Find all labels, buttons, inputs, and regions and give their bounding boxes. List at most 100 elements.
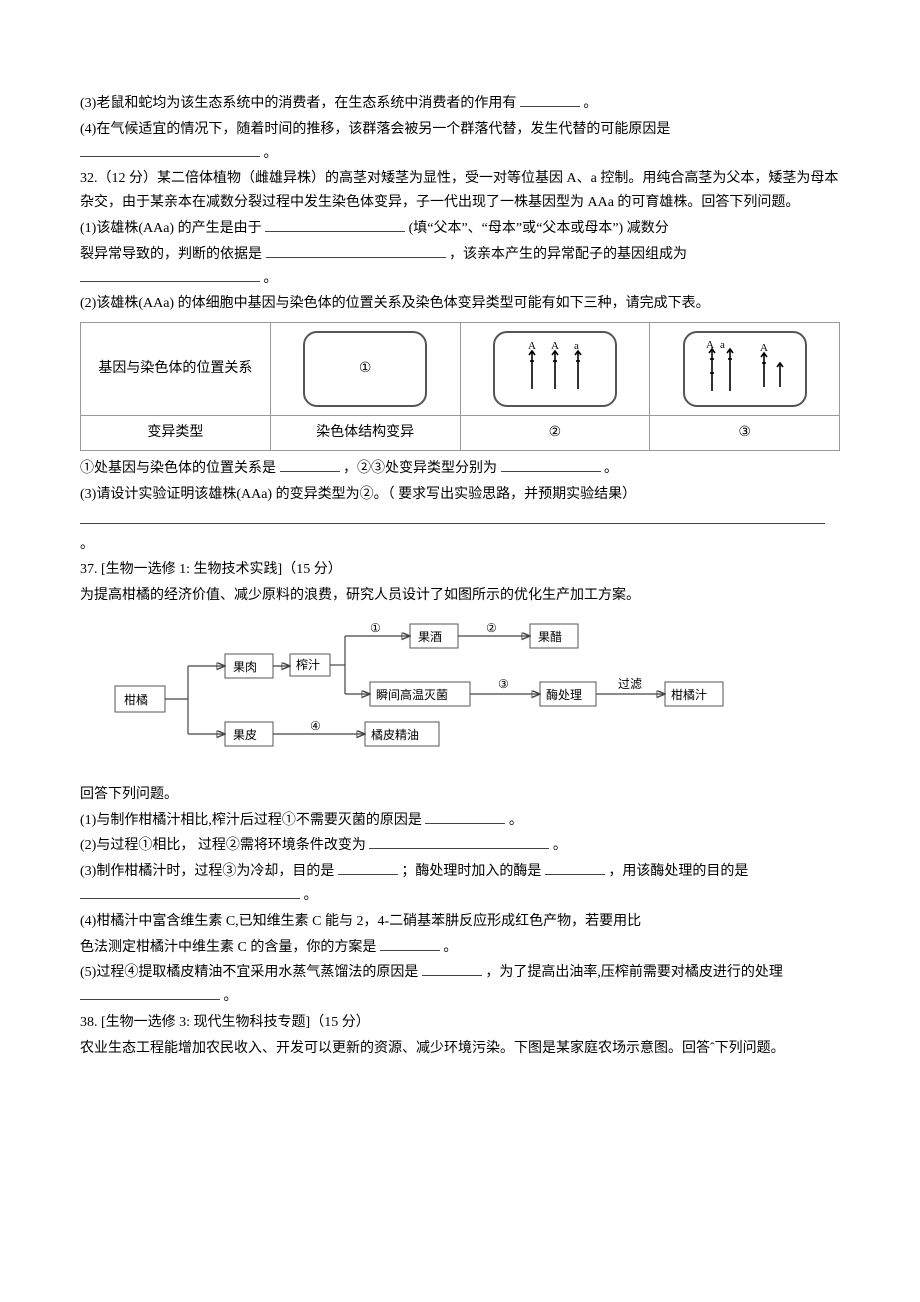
q37-1-blank [425,809,505,824]
q32-at-blank2 [501,457,601,472]
box-ganju: 柑橘 [124,692,148,707]
q31-3-end: 。 [583,96,597,111]
row-head-bot: 变异类型 [81,416,270,450]
cell3-bot: ③ [650,416,839,450]
cell2-box: A A a [493,331,617,407]
q37-2-blank [369,834,549,849]
q37-1: (1)与制作柑橘汁相比,榨汁后过程①不需要灭菌的原因是 。 [80,809,840,833]
q37-4a: (4)柑橘汁中富含维生素 C,已知维生素 C 能与 2，4-二硝基苯肼反应形成红… [80,910,840,934]
c3-gene-a: a [720,339,725,351]
q37-2-end: 。 [553,838,567,853]
q32-1-e: 。 [264,271,278,286]
c3-gene-A1: A [706,339,714,351]
table-col-head: 基因与染色体的位置关系 变异类型 [81,323,271,450]
box-miejun: 瞬间高温灭菌 [376,687,448,702]
q31-4-blank [80,142,260,157]
q32-1-a: (1)该雄株(AAa) 的产生是由于 [80,221,262,236]
q31-4-text: (4)在气候适宜的情况下，随着时间的推移，该群落会被另一个群落代替，发生代替的可… [80,122,670,137]
cell3-box: A a A [683,331,807,407]
box-juzhi: 柑橘汁 [671,687,707,702]
q32-1-b: (填“父本”、“母本”或“父本或母本”) 减数分 [409,221,669,236]
q32-1: (1)该雄株(AAa) 的产生是由于 (填“父本”、“母本”或“父本或母本”) … [80,217,840,241]
q37-2: (2)与过程①相比， 过程②需将环境条件改变为 。 [80,834,840,858]
q37-3-blank2 [545,860,605,875]
q32-intro: 32.（12 分）某二倍体植物（雌雄异株）的高茎对矮茎为显性，受一对等位基因 A… [80,167,840,215]
q37-5-b: ，为了提高出油率,压榨前需要对橘皮进行的处理 [485,965,783,980]
q37-5: (5)过程④提取橘皮精油不宜采用水蒸气蒸馏法的原因是 ，为了提高出油率,压榨前需… [80,961,840,1009]
q37-3-blank1 [338,860,398,875]
q37-5-a: (5)过程④提取橘皮精油不宜采用水蒸气蒸馏法的原因是 [80,965,418,980]
q31-4: (4)在气候适宜的情况下，随着时间的推移，该群落会被另一个群落代替，发生代替的可… [80,118,840,166]
flow-label-1: ① [370,621,381,635]
cell2-bot: ② [461,416,650,450]
q37-intro: 为提高柑橘的经济价值、减少原料的浪费，研究人员设计了如图所示的优化生产加工方案。 [80,584,840,608]
box-zhazhi: 榨汁 [296,657,320,672]
cell2-top: A A a [461,323,650,416]
q37-3-b: ；酶处理时加入的酶是 [401,864,541,879]
q32-at-c: 。 [604,461,618,476]
box-guopi: 果皮 [233,728,257,742]
q32-1-cont: 裂异常导致的，判断的依据是 ，该亲本产生的异常配子的基因组成为 。 [80,243,840,291]
q37-4-blank [380,936,440,951]
q37-head: 37. [生物一选修 1: 生物技术实践]（15 分） [80,558,840,582]
q37-3-blank3 [80,884,300,899]
gene-A1: A [528,340,536,352]
q32-at-blank1 [280,457,340,472]
q32-1-c: 裂异常导致的，判断的依据是 [80,247,262,262]
c3-gene-A2: A [760,342,768,354]
q37-1-text: (1)与制作柑橘汁相比,榨汁后过程①不需要灭菌的原因是 [80,813,422,828]
box-guocu: 果醋 [538,629,562,644]
flow-label-4: ④ [310,719,321,733]
q32-2-intro: (2)该雄株(AAa) 的体细胞中基因与染色体的位置关系及染色体变异类型可能有如… [80,292,840,316]
flow-label-2: ② [486,621,497,635]
q31-3: (3)老鼠和蛇均为该生态系统中的消费者，在生态系统中消费者的作用有 。 [80,92,840,116]
q31-3-blank [520,92,580,107]
q32-1-blank2 [266,243,446,258]
q38-intro: 农业生态工程能增加农民收入、开发可以更新的资源、减少环境污染。下图是某家庭农场示… [80,1037,840,1061]
table-col-3: A a A ③ [650,323,839,450]
q37-5-end: 。 [224,989,238,1004]
q37-3-a: (3)制作柑橘汁时，过程③为冷却，目的是 [80,864,334,879]
q37-4-end: 。 [443,940,457,955]
q32-1-blank1 [265,217,405,232]
q32-at-b: ，②③处变异类型分别为 [343,461,497,476]
q31-3-text: (3)老鼠和蛇均为该生态系统中的消费者，在生态系统中消费者的作用有 [80,96,516,111]
q32-3-blankline [80,509,825,524]
q37-3: (3)制作柑橘汁时，过程③为冷却，目的是 ；酶处理时加入的酶是 ，用该酶处理的目… [80,860,840,908]
q31-4-end: 。 [264,146,278,161]
q32-3-end: 。 [80,537,94,552]
q37-ans-head: 回答下列问题。 [80,783,840,807]
q32-3: (3)请设计实验证明该雄株(AAa) 的变异类型为②。（ 要求写出实验思路，并预… [80,483,840,507]
q32-1-d: ，该亲本产生的异常配子的基因组成为 [449,247,687,262]
flow-label-guolv: 过滤 [618,677,642,691]
table-col-1: ① 染色体结构变异 [271,323,461,450]
box-guorou: 果肉 [233,660,257,674]
flowchart-svg: 柑橘 果肉 果皮 榨汁 果酒 果醋 瞬间高温灭菌 酶处理 柑橘汁 橘皮精油 [110,616,730,766]
q32-at-a: ①处基因与染色体的位置关系是 [80,461,276,476]
cell1-label: ① [359,357,372,381]
box-guojiu: 果酒 [418,630,442,644]
cell1-bot: 染色体结构变异 [271,416,460,450]
q37-1-end: 。 [509,813,523,828]
cell1-top: ① [271,323,460,416]
q37-4b: 色法测定柑橘汁中维生素 C 的含量，你的方案是 。 [80,936,840,960]
q37-3-c: ，用该酶处理的目的是 [608,864,748,879]
flowchart: 柑橘 果肉 果皮 榨汁 果酒 果醋 瞬间高温灭菌 酶处理 柑橘汁 橘皮精油 [110,616,840,775]
q32-after-table: ①处基因与染色体的位置关系是 ，②③处变异类型分别为 。 [80,457,840,481]
table-col-2: A A a ② [461,323,651,450]
q37-4b-text: 色法测定柑橘汁中维生素 C 的含量，你的方案是 [80,940,376,955]
row-head-top: 基因与染色体的位置关系 [81,323,270,416]
q37-5-blank1 [422,961,482,976]
chromosome-svg-3: A a A [690,339,800,399]
gene-a: a [574,340,579,352]
flow-label-3: ③ [498,677,509,691]
box-meichuli: 酶处理 [546,687,582,702]
box-jingyou: 橘皮精油 [371,727,419,742]
q32-1-blank3 [80,267,260,282]
q38-head: 38. [生物一选修 3: 现代生物科技专题]（15 分） [80,1011,840,1035]
q37-5-blank2 [80,985,220,1000]
q37-3-end: 。 [304,888,318,903]
gene-A2: A [551,340,559,352]
q37-2-text: (2)与过程①相比， 过程②需将环境条件改变为 [80,838,366,853]
chromosome-svg-2: A A a [510,339,600,399]
